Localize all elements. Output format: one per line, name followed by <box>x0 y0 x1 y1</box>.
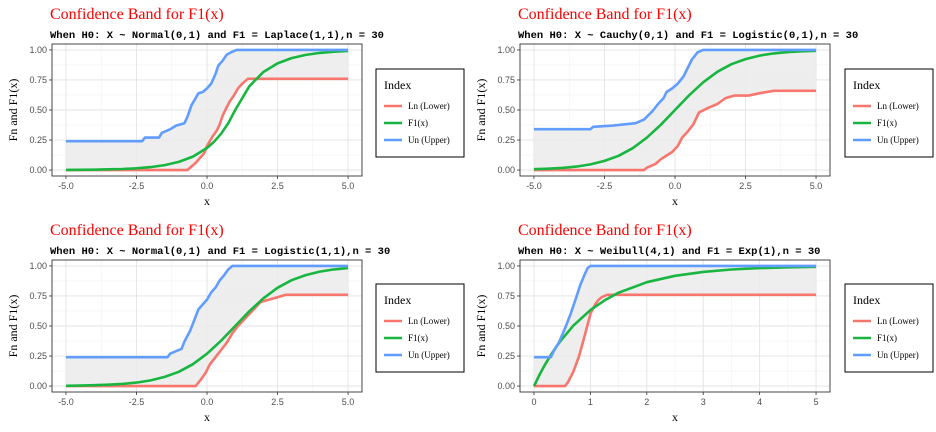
y-tick-label: 1.00 <box>497 45 515 55</box>
y-tick-label: 0.50 <box>29 321 47 331</box>
y-tick-label: 0.75 <box>29 75 47 85</box>
series-line-f1 <box>65 266 349 388</box>
series-line-lower <box>66 293 349 388</box>
y-axis-title: Fn and F1(x) <box>6 79 20 142</box>
y-tick-label: 0.25 <box>497 135 515 145</box>
x-tick-label: -2.5 <box>129 181 145 191</box>
series-line-upper <box>534 264 817 359</box>
confidence-band <box>66 49 349 171</box>
chart-title: Confidence Band for F1(x) <box>50 6 224 23</box>
y-tick-label: 0.50 <box>29 105 47 115</box>
legend-label: F1(x) <box>408 118 428 128</box>
y-tick-label: 1.00 <box>29 261 47 271</box>
series-line-lower <box>66 77 349 172</box>
chart-panel-2: Confidence Band for F1(x) When H0: X ~ Ca… <box>474 6 934 208</box>
y-tick-label: 0.25 <box>29 135 47 145</box>
x-tick-label: -5.0 <box>526 181 542 191</box>
x-tick-label: -2.5 <box>129 397 145 407</box>
legend-box <box>375 283 465 373</box>
chart-title: Confidence Band for F1(x) <box>50 222 224 239</box>
legend-label: F1(x) <box>408 333 428 343</box>
x-axis-title: x <box>204 194 210 208</box>
series-line-f1 <box>533 49 817 171</box>
x-tick-label: 2.5 <box>271 397 284 407</box>
y-tick-label: 1.00 <box>29 45 47 55</box>
y-tick-label: 1.00 <box>497 261 515 271</box>
legend: Index Ln (Lower) F1(x) Un (Upper) <box>844 283 934 373</box>
legend-label: Un (Upper) <box>408 135 450 145</box>
series-line-upper <box>66 48 349 143</box>
y-tick-label: 0.75 <box>497 75 515 85</box>
legend-label: Un (Upper) <box>877 135 919 145</box>
legend-label: Ln (Lower) <box>408 101 450 111</box>
legend-box <box>375 68 465 158</box>
y-tick-label: 0.25 <box>29 351 47 361</box>
legend-label: F1(x) <box>877 333 897 343</box>
legend: Index Ln (Lower) F1(x) Un (Upper) <box>844 68 934 158</box>
legend-label: Ln (Lower) <box>408 316 450 326</box>
legend-label: Ln (Lower) <box>877 101 919 111</box>
legend-label: Ln (Lower) <box>877 316 919 326</box>
x-tick-label: 0 <box>531 397 536 407</box>
legend-title: Index <box>853 293 880 307</box>
y-tick-label: 0.25 <box>497 351 515 361</box>
legend-box <box>844 283 934 373</box>
legend-label: Un (Upper) <box>877 350 919 360</box>
y-tick-label: 0.00 <box>29 165 47 175</box>
x-tick-label: 2 <box>644 397 649 407</box>
x-tick-label: -5.0 <box>58 181 74 191</box>
y-tick-label: 0.75 <box>497 291 515 301</box>
x-tick-label: 4 <box>757 397 762 407</box>
x-tick-label: 1 <box>588 397 593 407</box>
legend-title: Index <box>384 78 411 92</box>
chart-subtitle: When H0: X ~ Normal(0,1) and F1 = Logist… <box>50 246 390 258</box>
x-tick-label: 3 <box>701 397 706 407</box>
legend-label: Un (Upper) <box>408 350 450 360</box>
chart-panel-1: Confidence Band for F1(x) When H0: X ~ No… <box>6 6 465 208</box>
series-line-f1 <box>65 49 349 172</box>
x-tick-label: 5.0 <box>342 181 355 191</box>
chart-panel-4: Confidence Band for F1(x) When H0: X ~ We… <box>474 222 934 424</box>
x-tick-label: 2.5 <box>271 181 284 191</box>
x-axis-title: x <box>204 410 210 424</box>
series-line-lower <box>534 89 817 172</box>
x-tick-label: -5.0 <box>58 397 74 407</box>
y-axis-title: Fn and F1(x) <box>474 295 488 358</box>
y-tick-label: 0.00 <box>29 381 47 391</box>
y-tick-label: 0.50 <box>497 321 515 331</box>
y-tick-label: 0.00 <box>497 165 515 175</box>
y-tick-label: 0.50 <box>497 105 515 115</box>
y-axis-title: Fn and F1(x) <box>6 295 20 358</box>
x-tick-label: 2.5 <box>739 181 752 191</box>
x-tick-label: 5.0 <box>810 181 823 191</box>
legend-title: Index <box>384 293 411 307</box>
x-tick-label: 5 <box>814 397 819 407</box>
legend-label: F1(x) <box>877 118 897 128</box>
legend-title: Index <box>853 78 880 92</box>
x-tick-label: 0.0 <box>669 181 682 191</box>
x-tick-label: 0.0 <box>201 397 214 407</box>
legend-box <box>844 68 934 158</box>
series-line-upper <box>66 264 349 359</box>
series-line-lower <box>534 293 817 388</box>
x-tick-label: -2.5 <box>597 181 613 191</box>
x-tick-label: 5.0 <box>342 397 355 407</box>
chart-panel-3: Confidence Band for F1(x) When H0: X ~ No… <box>6 222 465 424</box>
legend: Index Ln (Lower) F1(x) Un (Upper) <box>375 283 465 373</box>
x-axis-title: x <box>672 194 678 208</box>
chart-subtitle: When H0: X ~ Weibull(4,1) and F1 = Exp(1… <box>518 246 820 258</box>
chart-title: Confidence Band for F1(x) <box>518 222 692 239</box>
x-tick-label: 0.0 <box>201 181 214 191</box>
chart-subtitle: When H0: X ~ Normal(0,1) and F1 = Laplac… <box>50 30 384 42</box>
legend: Index Ln (Lower) F1(x) Un (Upper) <box>375 68 465 158</box>
chart-title: Confidence Band for F1(x) <box>518 6 692 23</box>
x-axis-title: x <box>672 410 678 424</box>
y-tick-label: 0.00 <box>497 381 515 391</box>
y-tick-label: 0.75 <box>29 291 47 301</box>
series-line-upper <box>534 48 817 131</box>
y-axis-title: Fn and F1(x) <box>474 79 488 142</box>
chart-subtitle: When H0: X ~ Cauchy(0,1) and F1 = Logist… <box>518 30 858 42</box>
